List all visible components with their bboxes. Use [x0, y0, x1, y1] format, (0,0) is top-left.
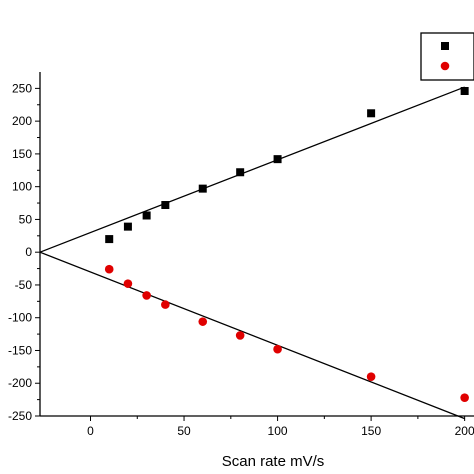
y-tick-label: 250 [12, 81, 32, 95]
y-tick-label: -150 [8, 343, 32, 357]
axes: 250 200 150 100 50 0 -50 -100 -150 -200 -250 0 50 100… [8, 72, 474, 438]
circle-point [142, 291, 151, 300]
legend-square-marker [441, 42, 449, 50]
square-point [236, 168, 245, 177]
y-tick-label: 150 [12, 147, 32, 161]
circle-point [161, 300, 170, 309]
circle-point [198, 317, 208, 326]
y-tick-label: 50 [19, 212, 33, 226]
x-tick-label: 0 [87, 424, 94, 438]
square-point [198, 184, 207, 193]
data-points [104, 87, 469, 402]
fit-line [39, 251, 465, 420]
square-point [460, 87, 469, 96]
x-tick-label: 100 [268, 424, 288, 438]
legend-box [420, 32, 474, 81]
y-tick-label: 0 [25, 245, 32, 259]
square-point [142, 211, 151, 220]
circle-point [104, 264, 114, 274]
y-tick-label: -200 [8, 376, 32, 390]
square-point [367, 109, 376, 118]
y-tick-label: -50 [15, 278, 33, 292]
y-tick-label: 100 [12, 180, 32, 194]
circle-point [123, 279, 133, 288]
fit-line [39, 86, 465, 253]
x-tick-label: 150 [361, 424, 381, 438]
y-tick-label: 200 [12, 114, 32, 128]
square-point [105, 235, 114, 244]
square-point [161, 201, 170, 210]
circle-point [366, 372, 376, 381]
x-axis-title: Scan rate mV/s [222, 453, 325, 470]
fit-lines [39, 86, 465, 420]
circle-point [235, 331, 245, 340]
legend-circle-marker [440, 61, 450, 71]
square-point [273, 155, 282, 164]
y-tick-label: -250 [8, 409, 32, 423]
x-tick-label: 200 [455, 424, 474, 438]
circle-point [273, 344, 282, 354]
circle-point [460, 393, 469, 402]
y-tick-label: -100 [8, 311, 32, 325]
x-tick-label: 50 [177, 424, 191, 438]
legend [420, 32, 474, 81]
square-point [123, 222, 132, 231]
